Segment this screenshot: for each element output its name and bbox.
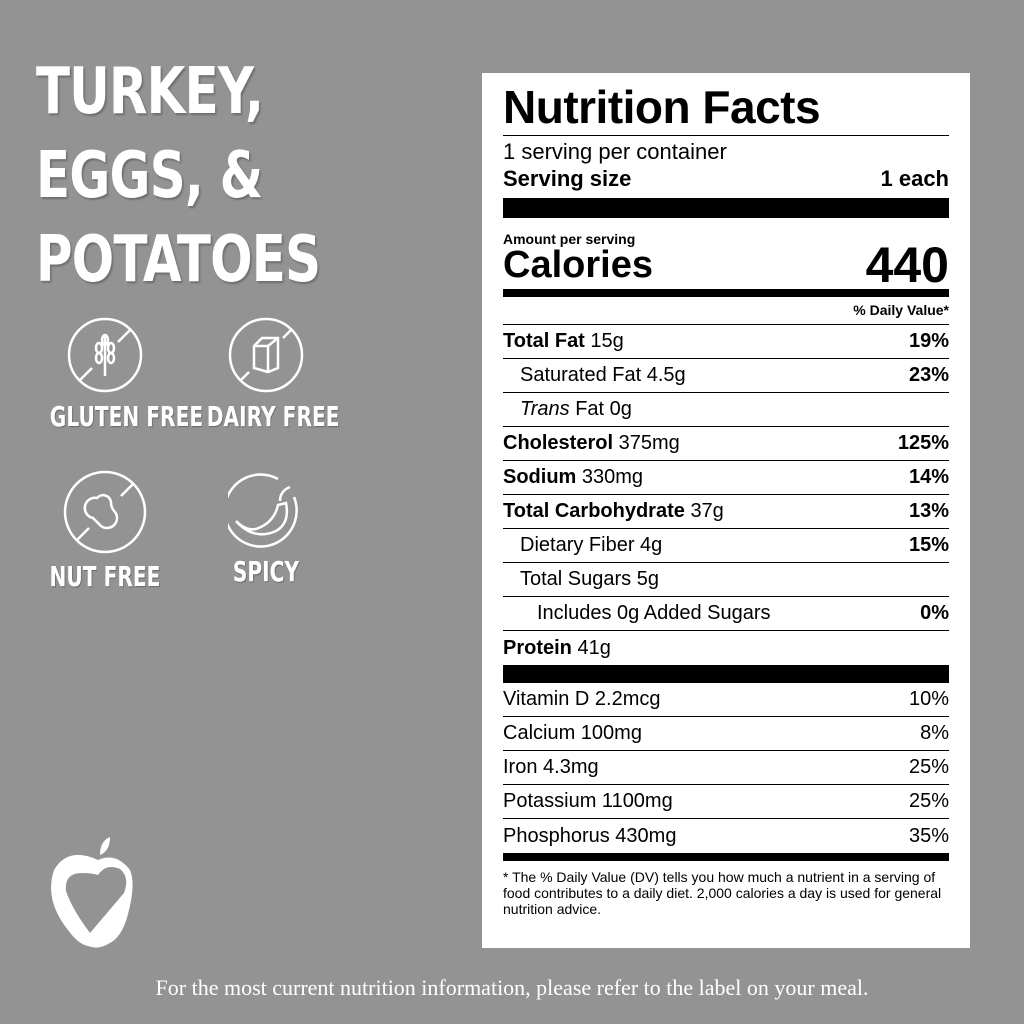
vitamin-name: Phosphorus 430mg: [503, 824, 677, 847]
divider-thick: [503, 665, 949, 683]
nutrient-name: Cholesterol: [503, 432, 614, 454]
badge-label: DAIRY FREE: [206, 400, 340, 433]
nutrient-dv: 125%: [897, 432, 949, 454]
nutrient-name: Trans: [520, 398, 570, 420]
nutrient-name: Total Carbohydrate: [503, 500, 685, 522]
vitamin-dv: 25%: [908, 790, 949, 812]
nutrient-amount: 4g: [640, 534, 663, 556]
nutrient-amount: 15g: [590, 330, 624, 352]
nutrient-row: Protein 41g: [503, 631, 949, 665]
badge-gluten-free: GLUTEN FREE: [20, 316, 203, 433]
vitamin-row: Iron 4.3mg 25%: [503, 751, 949, 785]
vitamin-row: Calcium 100mg 8%: [503, 717, 949, 751]
badge-label: NUT FREE: [49, 560, 161, 593]
spicy-icon: [228, 473, 298, 548]
title-line: POTATOES: [36, 223, 321, 297]
nutrient-amount: 0g: [609, 398, 632, 420]
servings-per-container: 1 serving per container: [503, 139, 727, 164]
nutrient-amount: 5g: [636, 568, 659, 590]
dairy-free-icon: [228, 317, 304, 393]
nutrient-row: Total Carbohydrate 37g 13%: [503, 495, 949, 529]
label-title: Nutrition Facts: [503, 81, 949, 136]
vitamin-dv: 8%: [920, 722, 949, 744]
vitamin-dv: 25%: [908, 756, 949, 778]
nutrient-name: Total Sugars: [520, 568, 632, 590]
vitamin-name: Iron 4.3mg: [503, 756, 599, 778]
nutrient-row: Total Sugars 5g: [503, 563, 949, 597]
nutrient-row: Sodium 330mg 14%: [503, 461, 949, 495]
footer-note: For the most current nutrition informati…: [155, 975, 869, 1000]
nutrient-dv: 15%: [908, 534, 949, 556]
nutrient-amount: 330mg: [581, 466, 644, 488]
nutrient-row: Trans Fat 0g: [503, 393, 949, 427]
title-line: TURKEY,: [36, 55, 264, 129]
badge-nut-free: NUT FREE: [20, 470, 190, 593]
amount-per-serving: Amount per serving: [503, 231, 636, 247]
nutrient-dv: 0%: [920, 602, 949, 624]
nutrition-facts-label: Nutrition Facts 1 serving per container …: [482, 73, 970, 948]
nutrient-dv: 23%: [908, 364, 949, 386]
vitamin-row: Vitamin D 2.2mcg 10%: [503, 683, 949, 717]
product-title: TURKEY, EGGS, & POTATOES: [36, 50, 321, 302]
badge-spicy: SPICY: [181, 473, 351, 588]
nutrient-name: Dietary Fiber: [520, 534, 635, 556]
nut-free-icon: [63, 470, 147, 554]
badge-label: GLUTEN FREE: [49, 400, 204, 433]
nutrient-amount: 375mg: [618, 432, 680, 454]
nutrient-row: Cholesterol 375mg 125%: [503, 427, 949, 461]
nutrient-name: Saturated Fat: [520, 364, 642, 386]
nutrient-name: Fat: [575, 398, 605, 420]
vitamin-dv: 10%: [908, 688, 949, 710]
calories-row: Calories 440: [503, 237, 949, 293]
nutrient-name: Includes 0g Added Sugars: [537, 602, 771, 624]
divider-thick: [503, 198, 949, 218]
gluten-free-icon: [67, 317, 143, 393]
nutrient-name: Total Fat: [503, 330, 585, 352]
divider-medium: [503, 853, 949, 861]
nutrient-amount: 4.5g: [646, 364, 686, 386]
nutrient-amount: 37g: [690, 500, 724, 522]
nutrient-name: Protein: [503, 636, 572, 659]
logo-apple-heart: [51, 837, 133, 948]
badge-label: SPICY: [232, 555, 300, 588]
serving-size-value: 1 each: [880, 166, 950, 191]
vitamin-row: Potassium 1100mg 25%: [503, 785, 949, 819]
nutrient-row: Includes 0g Added Sugars 0%: [503, 597, 949, 631]
calories-label: Calories: [503, 244, 653, 286]
vitamin-name: Potassium 1100mg: [503, 790, 673, 812]
vitamin-row: Phosphorus 430mg 35%: [503, 819, 949, 853]
footnote: * The % Daily Value (DV) tells you how m…: [503, 869, 942, 917]
daily-value-header: % Daily Value*: [503, 297, 949, 325]
nutrient-dv: 19%: [908, 330, 949, 352]
nutrient-row: Dietary Fiber 4g 15%: [503, 529, 949, 563]
divider-medium: [503, 289, 949, 297]
serving-size-label: Serving size: [503, 166, 632, 191]
nutrient-row: Saturated Fat 4.5g 23%: [503, 359, 949, 393]
vitamin-dv: 35%: [908, 824, 949, 847]
nutrient-name: Sodium: [503, 466, 577, 488]
nutrient-row: Total Fat 15g 19%: [503, 325, 949, 359]
serving-size-row: Serving size 1 each: [503, 166, 949, 192]
nutrient-dv: 13%: [908, 500, 949, 522]
vitamin-name: Vitamin D 2.2mcg: [503, 688, 661, 710]
badge-dairy-free: DAIRY FREE: [181, 316, 351, 433]
nutrient-dv: 14%: [908, 466, 949, 488]
vitamin-name: Calcium 100mg: [503, 722, 642, 744]
nutrient-amount: 41g: [577, 636, 611, 659]
calories-value: 440: [865, 237, 949, 293]
title-line: EGGS, &: [36, 139, 263, 213]
